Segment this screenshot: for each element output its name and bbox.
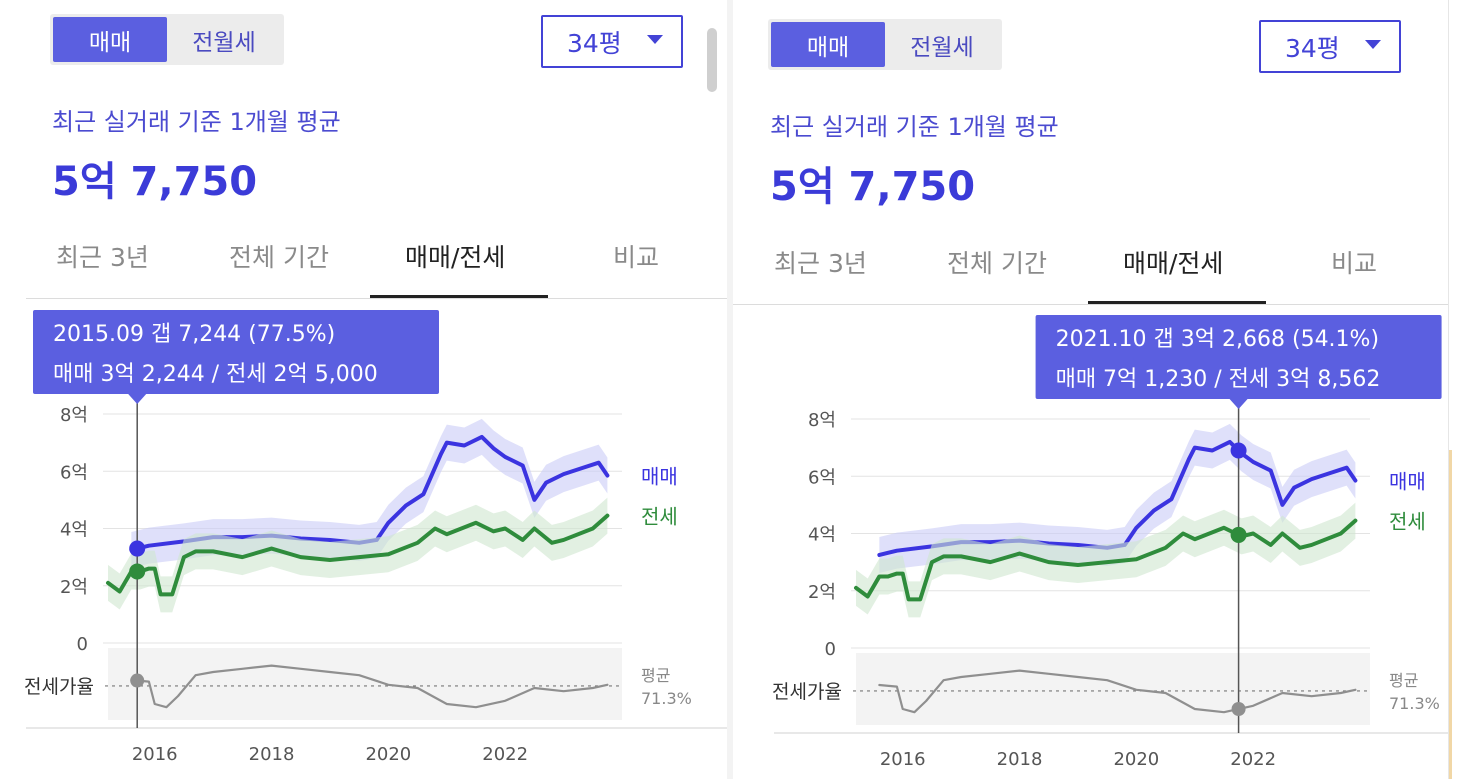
x-tick-label: 2020	[1113, 749, 1159, 770]
series-line	[129, 434, 610, 552]
tooltip-box	[33, 310, 439, 394]
size-select[interactable]: 34평	[541, 15, 683, 68]
series-range-band	[131, 418, 608, 568]
series-label: 전세	[1389, 510, 1426, 534]
x-tick-label: 2016	[880, 749, 926, 770]
sale-toggle-button[interactable]: 매매	[771, 22, 885, 67]
series-range-band	[879, 423, 1356, 573]
x-tick-label: 2020	[365, 744, 411, 765]
tab-all-period[interactable]: 전체 기간	[947, 249, 1047, 278]
tooltip-price-text: 매매 3억 2,244 / 전세 2억 5,000	[53, 362, 378, 387]
tooltip-price-text: 매매 7억 1,230 / 전세 3억 8,562	[1056, 367, 1381, 392]
series-range-band	[856, 502, 1356, 618]
tooltip-gap-text: 2021.10 갭 3억 2,668 (54.1%)	[1056, 327, 1379, 352]
ratio-average-label: 평균	[1389, 671, 1418, 690]
tab-compare[interactable]: 비교	[1331, 249, 1378, 278]
trade-type-toggle: 매매 전월세	[50, 14, 284, 65]
series-label: 매매	[1389, 470, 1426, 494]
price-subtitle: 최근 실거래 기준 1개월 평균	[770, 113, 1059, 141]
panel-divider	[727, 0, 733, 779]
ratio-label: 전세가율	[772, 681, 842, 703]
caret-down-icon	[647, 35, 663, 44]
x-tick-label: 2022	[482, 744, 528, 765]
series-line	[106, 513, 610, 597]
ratio-band	[108, 648, 622, 720]
tab-recent-3y[interactable]: 최근 3년	[56, 243, 149, 272]
y-tick-label: 8억	[60, 405, 88, 426]
tooltip-pointer	[128, 394, 147, 404]
x-tick-label: 2018	[249, 744, 295, 765]
rent-toggle-button[interactable]: 전월세	[910, 34, 974, 61]
x-tick-label: 2016	[132, 744, 178, 765]
series-range-band	[108, 497, 608, 613]
sale-marker	[129, 540, 146, 557]
x-tick-label: 2018	[997, 749, 1043, 770]
y-tick-label: 6억	[808, 467, 836, 488]
x-tick-label: 2022	[1230, 749, 1276, 770]
trade-type-toggle: 매매 전월세	[768, 19, 1002, 70]
tooltip-pointer	[1229, 399, 1248, 409]
tooltip-gap-text: 2015.09 갭 7,244 (77.5%)	[53, 322, 335, 347]
y-tick-label: 2억	[60, 577, 88, 598]
series-line	[854, 518, 1358, 602]
ratio-band	[856, 653, 1370, 725]
active-tab-indicator	[370, 295, 548, 298]
window-edge	[1448, 0, 1463, 779]
active-tab-indicator	[1088, 301, 1266, 304]
size-select-value: 34평	[567, 28, 622, 58]
price-subtitle: 최근 실거래 기준 1개월 평균	[52, 108, 341, 136]
caret-down-icon	[1365, 40, 1381, 49]
average-price: 5억 7,750	[770, 164, 976, 210]
scrollbar[interactable]	[707, 28, 717, 92]
ratio-line	[878, 669, 1357, 714]
jeonse-marker	[129, 563, 146, 580]
y-tick-label: 8억	[808, 410, 836, 431]
tooltip-box	[1035, 315, 1442, 399]
y-tick-label: 0	[825, 639, 836, 660]
tab-sale-jeonse[interactable]: 매매/전세	[405, 243, 506, 272]
rent-toggle-button[interactable]: 전월세	[192, 29, 256, 56]
series-label: 전세	[641, 505, 678, 529]
ratio-label: 전세가율	[24, 676, 94, 698]
y-tick-label: 0	[77, 634, 88, 655]
y-tick-label: 4억	[60, 520, 88, 541]
tab-divider	[733, 304, 1448, 305]
size-select[interactable]: 34평	[1259, 20, 1401, 73]
left-panel: 매매 전월세 34평 최근 실거래 기준 1개월 평균 5억 7,750 최근 …	[0, 0, 727, 779]
y-tick-label: 2억	[808, 582, 836, 603]
tab-divider	[26, 298, 727, 299]
ratio-marker	[130, 673, 145, 688]
y-tick-label: 6억	[60, 462, 88, 483]
series-line	[877, 439, 1358, 557]
size-select-value: 34평	[1285, 33, 1340, 63]
tab-all-period[interactable]: 전체 기간	[229, 243, 329, 272]
ratio-average-value: 71.3%	[641, 689, 692, 708]
ratio-marker	[1231, 702, 1246, 716]
tab-compare[interactable]: 비교	[613, 243, 660, 272]
series-label: 매매	[641, 465, 678, 489]
sale-marker	[1230, 442, 1247, 459]
ratio-line	[130, 664, 609, 709]
ratio-average-value: 71.3%	[1389, 694, 1440, 713]
right-panel: 매매 전월세 34평 최근 실거래 기준 1개월 평균 5억 7,750 최근 …	[733, 0, 1448, 779]
average-price: 5억 7,750	[52, 159, 258, 205]
jeonse-marker	[1230, 526, 1247, 543]
y-tick-label: 4억	[808, 525, 836, 546]
ratio-average-label: 평균	[641, 666, 670, 685]
sale-toggle-button[interactable]: 매매	[53, 17, 167, 62]
tab-recent-3y[interactable]: 최근 3년	[774, 249, 867, 278]
edge-accent	[1449, 450, 1452, 779]
tab-sale-jeonse[interactable]: 매매/전세	[1123, 249, 1224, 278]
